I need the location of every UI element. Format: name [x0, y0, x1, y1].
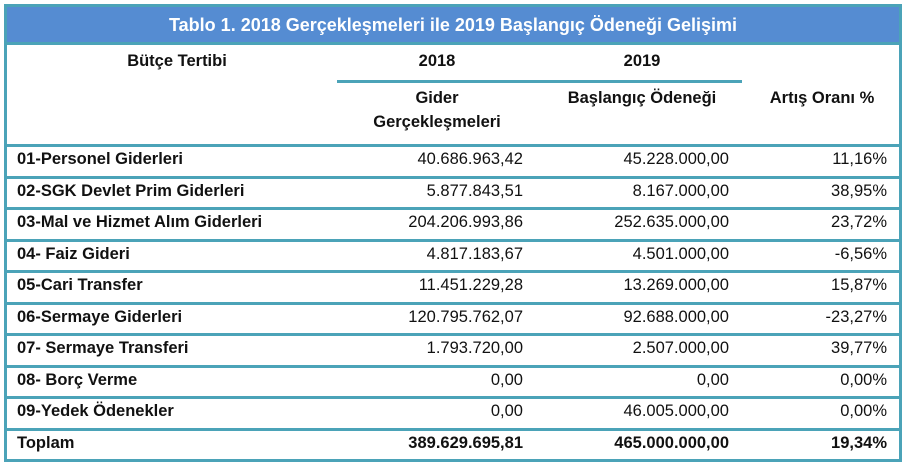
table-body: 01-Personel Giderleri 40.686.963,42 45.2…	[7, 144, 899, 459]
row-increase-rate: 23,72%	[831, 213, 887, 231]
row-expenditure-2018: 0,00	[490, 370, 523, 389]
row-increase-rate: 0,00%	[840, 402, 887, 420]
total-expenditure-2018: 389.629.695,81	[408, 433, 523, 452]
row-increase-rate: 11,16%	[832, 150, 887, 168]
row-appropriation-2019: 45.228.000,00	[623, 150, 729, 168]
row-increase-rate: 38,95%	[831, 181, 887, 200]
row-expenditure-2018: 5.877.843,51	[426, 181, 523, 200]
row-expenditure-2018: 120.795.762,07	[408, 307, 523, 326]
row-label: 02-SGK Devlet Prim Giderleri	[17, 181, 245, 200]
row-label: 06-Sermaye Giderleri	[17, 307, 183, 326]
table-row: 08- Borç Verme 0,00 0,00 0,00%	[7, 364, 899, 397]
table-row: 05-Cari Transfer 11.451.229,28 13.269.00…	[7, 270, 899, 302]
header-expenditure-line2: Gerçekleşmeleri	[373, 113, 501, 131]
header-year-underline	[337, 80, 742, 83]
row-expenditure-2018: 4.817.183,67	[426, 244, 523, 263]
row-expenditure-2018: 0,00	[490, 402, 523, 420]
row-appropriation-2019: 13.269.000,00	[623, 276, 729, 294]
table-row: 03-Mal ve Hizmet Alım Giderleri 204.206.…	[7, 207, 899, 239]
row-increase-rate: 0,00%	[840, 370, 887, 389]
row-expenditure-2018: 40.686.963,42	[417, 150, 523, 168]
row-label: 08- Borç Verme	[17, 370, 138, 389]
table-total-row: Toplam 389.629.695,81 465.000.000,00 19,…	[7, 427, 899, 460]
row-expenditure-2018: 204.206.993,86	[408, 213, 523, 231]
table-title: Tablo 1. 2018 Gerçekleşmeleri ile 2019 B…	[7, 7, 899, 45]
row-label: 01-Personel Giderleri	[17, 150, 183, 168]
row-increase-rate: 15,87%	[831, 276, 887, 294]
table-row: 04- Faiz Gideri 4.817.183,67 4.501.000,0…	[7, 238, 899, 271]
row-appropriation-2019: 92.688.000,00	[623, 307, 729, 326]
row-appropriation-2019: 46.005.000,00	[623, 402, 729, 420]
header-increase-rate: Artış Oranı %	[769, 89, 875, 107]
row-label: 04- Faiz Gideri	[17, 244, 130, 263]
row-label: 09-Yedek Ödenekler	[17, 402, 174, 420]
header-year-2019: 2019	[623, 52, 661, 70]
row-increase-rate: -6,56%	[834, 244, 887, 263]
total-label: Toplam	[17, 433, 75, 452]
row-label: 07- Sermaye Transferi	[17, 339, 189, 357]
table-row: 02-SGK Devlet Prim Giderleri 5.877.843,5…	[7, 175, 899, 208]
budget-table: Tablo 1. 2018 Gerçekleşmeleri ile 2019 B…	[4, 4, 902, 462]
row-expenditure-2018: 1.793.720,00	[426, 339, 523, 357]
row-expenditure-2018: 11.451.229,28	[418, 276, 523, 294]
header-expenditure-line1: Gider	[415, 89, 459, 107]
header-initial-appropriation: Başlangıç Ödeneği	[567, 89, 717, 107]
row-increase-rate: -23,27%	[825, 307, 887, 326]
row-appropriation-2019: 2.507.000,00	[632, 339, 729, 357]
row-label: 05-Cari Transfer	[17, 276, 143, 294]
table-row: 06-Sermaye Giderleri 120.795.762,07 92.6…	[7, 301, 899, 334]
row-label: 03-Mal ve Hizmet Alım Giderleri	[17, 213, 263, 231]
row-appropriation-2019: 8.167.000,00	[632, 181, 729, 200]
table-row: 01-Personel Giderleri 40.686.963,42 45.2…	[7, 144, 899, 176]
table-row: 07- Sermaye Transferi 1.793.720,00 2.507…	[7, 333, 899, 365]
total-appropriation-2019: 465.000.000,00	[614, 433, 729, 452]
header-year-2018: 2018	[418, 52, 456, 70]
row-increase-rate: 39,77%	[831, 339, 887, 357]
total-increase-rate: 19,34%	[831, 433, 887, 452]
row-appropriation-2019: 252.635.000,00	[614, 213, 729, 231]
row-appropriation-2019: 0,00	[696, 370, 729, 389]
row-appropriation-2019: 4.501.000,00	[632, 244, 729, 263]
table-row: 09-Yedek Ödenekler 0,00 46.005.000,00 0,…	[7, 396, 899, 428]
header-budget-item: Bütçe Tertibi	[127, 52, 227, 70]
